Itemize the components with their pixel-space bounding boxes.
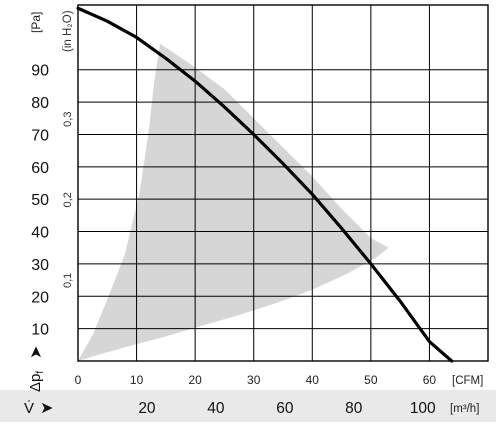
y-tick-label-40: 40 bbox=[31, 225, 49, 242]
y-axis-arrow: ➤ bbox=[28, 346, 45, 359]
y2-axis-unit: (in H₂O) bbox=[62, 10, 74, 52]
plot-frame bbox=[77, 4, 489, 362]
x-axis-unit: [CFM] bbox=[452, 375, 483, 387]
x-tick-label-50: 50 bbox=[364, 373, 378, 387]
x2-tick-label-20: 20 bbox=[138, 400, 156, 417]
x2-tick-label-80: 80 bbox=[345, 400, 363, 417]
y-axis-symbol: Δpf bbox=[27, 371, 46, 392]
y-tick-label-70: 70 bbox=[31, 127, 49, 144]
x2-tick-label-100: 100 bbox=[410, 400, 436, 417]
x-tick-label-40: 40 bbox=[306, 373, 320, 387]
y-axis-symbol-subscript: f bbox=[35, 371, 46, 374]
y-tick-label-60: 60 bbox=[31, 160, 49, 177]
x2-axis-unit: [m³/h] bbox=[450, 403, 479, 415]
y2-tick-label-0-1: 0,1 bbox=[62, 273, 74, 288]
y-axis-unit: [Pa] bbox=[29, 12, 43, 33]
y-tick-label-20: 20 bbox=[31, 289, 49, 306]
fan-curve bbox=[76, 6, 454, 363]
x-tick-label-60: 60 bbox=[423, 373, 437, 387]
x2-tick-label-60: 60 bbox=[276, 400, 294, 417]
y-tick-label-30: 30 bbox=[31, 257, 49, 274]
y-tick-label-50: 50 bbox=[31, 192, 49, 209]
y-tick-label-10: 10 bbox=[31, 322, 49, 339]
y-tick-label-90: 90 bbox=[31, 63, 49, 80]
x2-axis-band bbox=[0, 390, 496, 422]
y-tick-label-80: 80 bbox=[31, 95, 49, 112]
x2-tick-label-40: 40 bbox=[207, 400, 225, 417]
x-tick-label-0: 0 bbox=[75, 373, 82, 387]
operating-region bbox=[78, 43, 389, 362]
y2-tick-label-0-2: 0,2 bbox=[62, 192, 74, 207]
y2-tick-label-0-3: 0,3 bbox=[62, 112, 74, 127]
x-tick-label-30: 30 bbox=[247, 373, 261, 387]
x-tick-label-10: 10 bbox=[130, 373, 144, 387]
x2-axis-symbol: V̇ bbox=[24, 400, 34, 417]
x-tick-label-20: 20 bbox=[188, 373, 202, 387]
x2-axis-arrow: ➤ bbox=[40, 400, 53, 417]
